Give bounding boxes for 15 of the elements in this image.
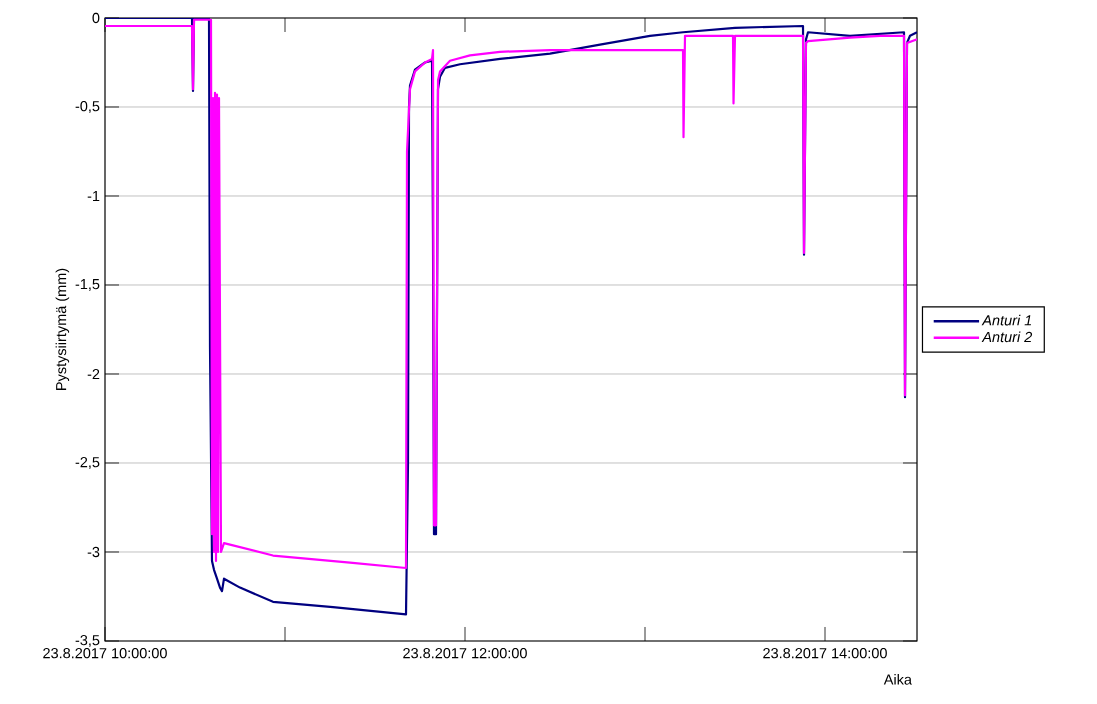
x-tick-label: 23.8.2017 14:00:00 xyxy=(763,648,887,659)
x-tick-label: 23.8.2017 10:00:00 xyxy=(43,648,167,659)
y-tick-label: -2 xyxy=(87,368,100,380)
y-axis-title: Pystysiirtymä (mm) xyxy=(55,268,70,390)
y-tick-label: 0 xyxy=(92,12,100,24)
y-tick-label: -3,5 xyxy=(75,635,100,647)
legend-label: Anturi 1 xyxy=(981,314,1032,326)
y-tick-label: -0,5 xyxy=(75,101,100,113)
y-tick-label: -2,5 xyxy=(75,457,100,469)
y-tick-label: -1,5 xyxy=(75,279,100,291)
y-tick-label: -3 xyxy=(87,546,100,558)
legend-label: Anturi 2 xyxy=(981,331,1033,343)
x-tick-label: 23.8.2017 12:00:00 xyxy=(403,648,527,659)
x-axis-title: Aika xyxy=(883,674,912,685)
y-tick-label: -1 xyxy=(87,191,100,201)
